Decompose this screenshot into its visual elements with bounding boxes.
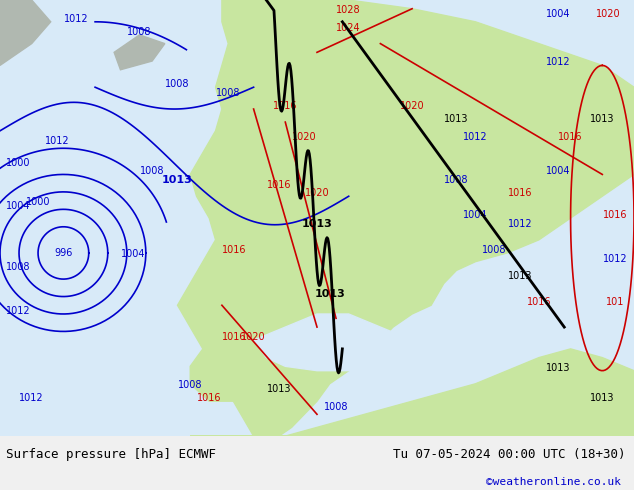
Text: 1008: 1008 (140, 167, 164, 176)
Text: 1013: 1013 (302, 219, 332, 229)
Text: 1012: 1012 (45, 136, 69, 146)
Text: 1016: 1016 (223, 245, 247, 255)
Text: 1013: 1013 (444, 114, 469, 124)
Text: 1008: 1008 (6, 262, 31, 272)
Text: 1012: 1012 (6, 306, 31, 316)
Text: 1020: 1020 (597, 9, 621, 20)
Text: 1000: 1000 (6, 158, 31, 168)
Polygon shape (254, 314, 431, 370)
Polygon shape (0, 0, 51, 66)
Text: 101: 101 (606, 297, 624, 307)
Text: 1004: 1004 (546, 167, 570, 176)
Text: 1008: 1008 (178, 380, 202, 390)
Text: 1004: 1004 (546, 9, 570, 20)
Text: 1013: 1013 (162, 175, 193, 185)
Text: 1016: 1016 (223, 332, 247, 342)
Text: 1016: 1016 (603, 210, 627, 220)
Text: 1024: 1024 (337, 23, 361, 32)
Text: ©weatheronline.co.uk: ©weatheronline.co.uk (486, 477, 621, 487)
Text: 1016: 1016 (527, 297, 551, 307)
Polygon shape (190, 340, 266, 401)
Text: 1013: 1013 (508, 271, 532, 281)
Text: 1016: 1016 (559, 131, 583, 142)
Polygon shape (114, 35, 165, 70)
Text: 1013: 1013 (267, 385, 291, 394)
Text: 1013: 1013 (546, 363, 570, 373)
Text: 1012: 1012 (546, 57, 570, 68)
Text: 1013: 1013 (590, 393, 614, 403)
Text: 1012: 1012 (64, 14, 88, 24)
Text: 1008: 1008 (324, 402, 348, 412)
Text: 1013: 1013 (314, 289, 345, 298)
Text: 1012: 1012 (19, 393, 44, 403)
Text: 1012: 1012 (508, 219, 532, 229)
Text: 1013: 1013 (590, 114, 614, 124)
Text: Surface pressure [hPa] ECMWF: Surface pressure [hPa] ECMWF (6, 448, 216, 462)
Text: 1028: 1028 (337, 5, 361, 15)
Text: 996: 996 (55, 248, 72, 258)
Text: 1008: 1008 (482, 245, 507, 255)
Text: 1016: 1016 (273, 101, 297, 111)
Text: 1016: 1016 (508, 188, 532, 198)
Text: 1004: 1004 (121, 249, 145, 259)
Text: 1008: 1008 (165, 79, 190, 89)
Text: 1020: 1020 (305, 188, 329, 198)
Polygon shape (190, 349, 634, 436)
Text: Tu 07-05-2024 00:00 UTC (18+30): Tu 07-05-2024 00:00 UTC (18+30) (393, 448, 626, 462)
Text: 1020: 1020 (242, 332, 266, 342)
Text: 1008: 1008 (127, 27, 152, 37)
Text: 1016: 1016 (267, 179, 291, 190)
Text: 1020: 1020 (400, 101, 424, 111)
Text: 1012: 1012 (603, 254, 627, 264)
Text: 1004: 1004 (463, 210, 488, 220)
Text: 1016: 1016 (197, 393, 221, 403)
Polygon shape (304, 0, 393, 96)
Polygon shape (178, 0, 634, 436)
Text: 1000: 1000 (26, 197, 50, 207)
Text: 1012: 1012 (463, 131, 488, 142)
Text: 1020: 1020 (292, 131, 316, 142)
Text: 1008: 1008 (444, 175, 469, 185)
Text: 1008: 1008 (216, 88, 240, 98)
Text: 1004: 1004 (6, 201, 31, 211)
